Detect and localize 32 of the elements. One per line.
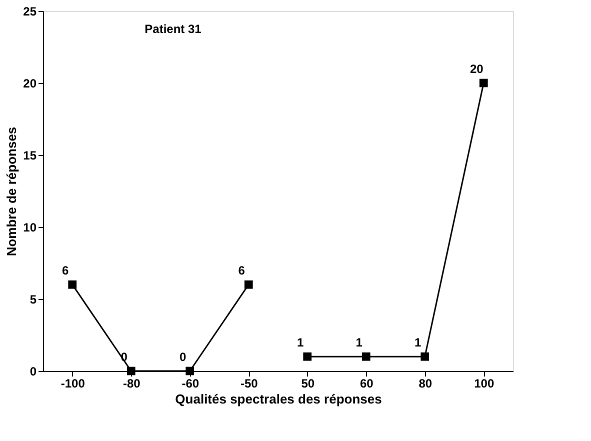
point — [420, 352, 430, 361]
point — [479, 78, 488, 88]
x-tick-label: -60 — [182, 376, 200, 390]
x-tick-label: -80 — [122, 376, 141, 390]
x-axis-title: Qualités spectrales des réponses — [175, 392, 382, 406]
data-label: 6 — [62, 264, 70, 278]
data-label: 1 — [297, 336, 304, 350]
x-tick-label: 100 — [474, 376, 494, 390]
y-tick-label: 0 — [30, 364, 37, 378]
data-label: 1 — [356, 336, 363, 350]
y-tick-label: 25 — [23, 4, 37, 18]
data-label: 1 — [414, 336, 422, 350]
data-label: 0 — [180, 350, 187, 364]
point — [186, 366, 194, 376]
x-tick-label: -50 — [240, 376, 258, 390]
data-label: 6 — [238, 264, 246, 278]
data-label: 20 — [470, 62, 484, 76]
y-tick-label: 20 — [23, 76, 37, 90]
x-tick-label: -100 — [60, 376, 86, 390]
x-tick-label: 50 — [301, 376, 315, 390]
point — [244, 280, 253, 289]
annotation: Patient 31 — [144, 22, 202, 36]
x-tick-label: 60 — [360, 376, 374, 390]
y-axis-title: Nombre de réponses — [4, 126, 20, 256]
point — [68, 280, 77, 289]
y-tick-label: 5 — [30, 292, 37, 306]
point — [126, 366, 136, 376]
point — [362, 352, 370, 361]
y-tick-label: 15 — [23, 148, 37, 162]
x-tick-label: 80 — [418, 376, 432, 390]
point — [303, 352, 312, 361]
y-tick-label: 10 — [23, 220, 37, 234]
